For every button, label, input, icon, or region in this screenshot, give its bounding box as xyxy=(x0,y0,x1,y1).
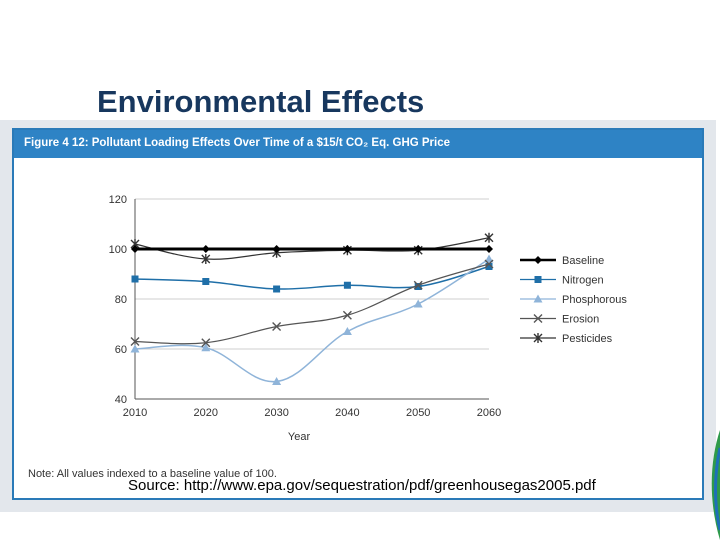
data-point xyxy=(343,245,352,253)
legend-item-baseline: Baseline xyxy=(520,255,604,267)
data-point xyxy=(130,344,140,353)
series-nitrogen xyxy=(131,263,493,293)
data-point xyxy=(413,280,423,290)
data-point xyxy=(342,327,352,335)
legend-item-pesticides: Pesticides xyxy=(520,333,613,345)
legend-item-phosphorous: Phosphorous xyxy=(520,294,627,306)
data-point xyxy=(201,338,211,348)
data-point xyxy=(131,245,139,253)
data-point xyxy=(485,263,493,270)
legend-label: Phosphorous xyxy=(562,294,627,306)
data-point xyxy=(413,299,423,308)
series-line xyxy=(134,265,490,290)
data-point xyxy=(272,322,282,331)
grid-lines xyxy=(135,198,489,400)
legend-label: Nitrogen xyxy=(562,275,604,287)
data-point xyxy=(414,283,422,290)
y-tick-label: 60 xyxy=(115,344,127,356)
series-line xyxy=(134,263,490,345)
axes: 40 60 80 100 120 2010 2020 2030 2040 2050 2060 Year xyxy=(109,194,502,443)
y-tick-label: 120 xyxy=(109,194,127,206)
data-point xyxy=(130,337,140,346)
figure-title: Figure 4 12: Pollutant Loading Effects O… xyxy=(24,137,451,149)
y-tick-label: 40 xyxy=(115,394,127,406)
data-point xyxy=(343,281,351,289)
data-point xyxy=(273,285,281,293)
data-point xyxy=(533,333,543,343)
data-point xyxy=(201,343,211,352)
data-point xyxy=(201,245,210,253)
data-point xyxy=(533,294,543,303)
x-tick-label: 2020 xyxy=(194,407,218,419)
data-point xyxy=(131,275,139,283)
legend: Baseline Nitrogen Phosphorous Erosion Pestic… xyxy=(520,255,627,345)
series-line xyxy=(134,258,490,383)
legend-label: Baseline xyxy=(562,255,604,267)
x-tick-label: 2060 xyxy=(477,407,501,419)
series-baseline xyxy=(131,245,493,253)
data-point xyxy=(484,254,494,263)
legend-item-nitrogen: Nitrogen xyxy=(520,275,604,287)
decorative-stripes xyxy=(711,430,720,540)
data-point xyxy=(414,245,423,253)
x-tick-label: 2010 xyxy=(123,407,147,419)
y-tick-label: 100 xyxy=(109,244,127,256)
data-point xyxy=(272,245,281,253)
x-tick-label: 2040 xyxy=(335,407,359,419)
data-point xyxy=(533,314,543,323)
source-citation: Source: http://www.epa.gov/sequestration… xyxy=(128,477,596,494)
legend-item-erosion: Erosion xyxy=(520,314,599,326)
data-point xyxy=(534,276,542,283)
data-point xyxy=(342,310,352,320)
data-point xyxy=(484,232,494,243)
data-point xyxy=(202,278,210,285)
data-point xyxy=(534,256,542,264)
series-erosion xyxy=(130,259,494,348)
x-tick-label: 2050 xyxy=(406,407,430,419)
data-point xyxy=(201,254,211,264)
data-point xyxy=(485,245,493,253)
data-point xyxy=(272,377,282,385)
y-tick-label: 80 xyxy=(115,294,127,306)
legend-label: Pesticides xyxy=(562,333,613,345)
x-tick-label: 2030 xyxy=(264,407,288,419)
x-axis-title: Year xyxy=(288,431,311,443)
legend-label: Erosion xyxy=(562,314,599,326)
line-chart: 40 60 80 100 120 2010 2020 2030 2040 2050 2060 Year… xyxy=(109,194,628,443)
data-point xyxy=(484,259,494,269)
figure-panel: Figure 4 12: Pollutant Loading Effects O… xyxy=(12,128,704,500)
slide-title: Environmental Effects xyxy=(97,84,425,119)
figure-header: Figure 4 12: Pollutant Loading Effects O… xyxy=(14,130,702,158)
series-lines xyxy=(130,232,494,385)
series-phosphorous xyxy=(130,254,494,385)
figure-note: Note: All values indexed to a baseline v… xyxy=(28,468,277,480)
